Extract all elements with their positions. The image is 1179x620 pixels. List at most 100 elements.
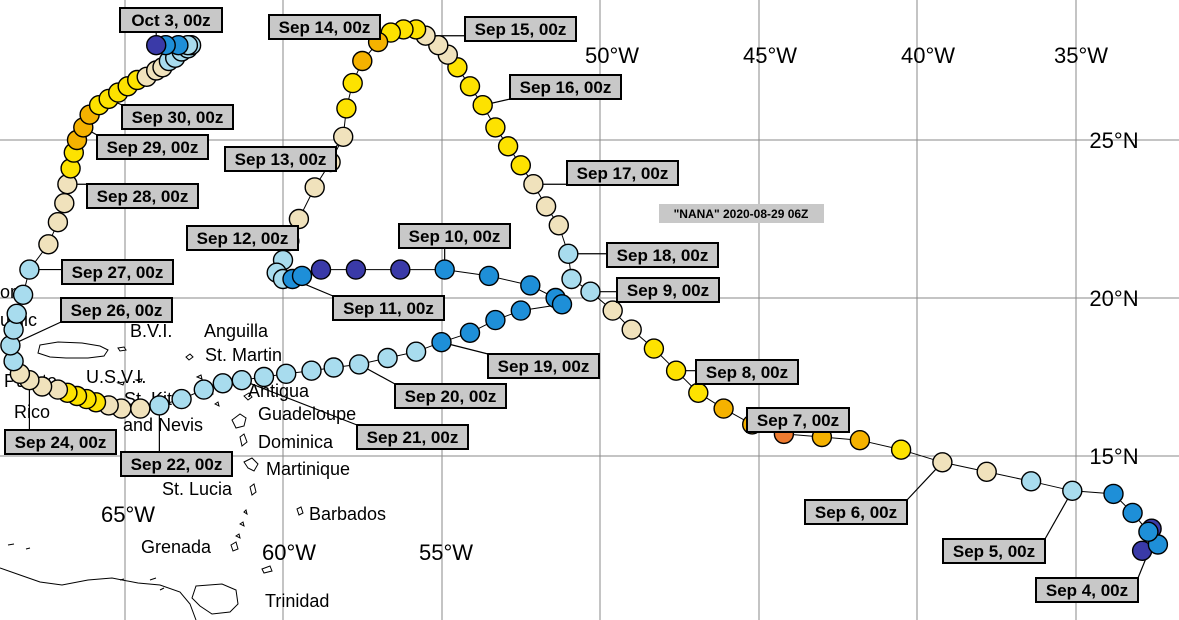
- tobago-coast: [261, 565, 273, 574]
- date-label-text: Sep 28, 00z: [97, 187, 189, 206]
- lon-label-40w: 40°W: [901, 43, 955, 68]
- track-point: [310, 259, 332, 280]
- track-point: [1020, 471, 1042, 492]
- track-point: [558, 243, 579, 265]
- lat-label-25n: 25°N: [1089, 128, 1138, 153]
- lon-label-55w: 55°W: [419, 540, 473, 565]
- track-point: [6, 303, 27, 324]
- date-label-text: Sep 11, 00z: [343, 299, 434, 318]
- antigua-coast: [243, 392, 253, 401]
- track-point: [336, 98, 357, 119]
- track-point: [932, 452, 953, 473]
- date-label-box: [121, 104, 234, 130]
- track-point: [145, 35, 167, 56]
- date-label-box: [804, 499, 908, 525]
- place-grenada: Grenada: [141, 537, 212, 557]
- track-point: [345, 259, 367, 280]
- date-label-box: [186, 225, 299, 251]
- place-dominica: Dominica: [258, 432, 334, 452]
- date-label-text: Sep 9, 00z: [627, 281, 709, 300]
- caribbean-islets: [7, 543, 165, 591]
- place-rico: Rico: [14, 402, 50, 422]
- track-point: [231, 370, 253, 391]
- track-point: [405, 341, 427, 362]
- lat-label-20n: 20°N: [1089, 286, 1138, 311]
- track-point: [342, 72, 363, 94]
- date-label-box: [60, 297, 173, 323]
- grenadines-coast: [230, 509, 248, 552]
- lon-label-45w: 45°W: [743, 43, 797, 68]
- lon-label-65w: 65°W: [101, 502, 155, 527]
- date-label-text: Sep 15, 00z: [475, 20, 567, 39]
- lon-label-60w: 60°W: [262, 540, 316, 565]
- martinique-coast: [243, 457, 259, 472]
- track-point: [459, 76, 481, 97]
- date-label-text: Sep 20, 00z: [405, 387, 497, 406]
- track-point: [47, 211, 69, 233]
- place-names: Anguilla St. Martin B.V.I. U.S.V.I. St. …: [0, 282, 386, 611]
- track-point: [193, 379, 215, 400]
- date-label-text: Sep 18, 00z: [617, 246, 709, 265]
- track-point: [580, 281, 601, 302]
- track-point: [390, 259, 411, 280]
- track-point: [890, 439, 912, 460]
- date-label-box: [746, 407, 850, 433]
- place-st-martin: St. Martin: [205, 345, 282, 365]
- track-point: [1103, 483, 1124, 505]
- track-point: [561, 268, 582, 290]
- puerto-rico-coast: [37, 341, 109, 359]
- date-label-text: Sep 21, 00z: [367, 428, 459, 447]
- axis-labels: 65°W 60°W 55°W 50°W 45°W 40°W 35°W 25°N …: [101, 43, 1139, 565]
- date-label-box: [61, 259, 174, 285]
- place-guadeloupe: Guadeloupe: [258, 404, 356, 424]
- date-label-box: [356, 424, 469, 450]
- date-label-box: [332, 295, 445, 321]
- lon-label-35w: 35°W: [1054, 43, 1108, 68]
- date-label-text: Sep 22, 00z: [131, 455, 223, 474]
- storm-track-points: [0, 19, 1169, 561]
- date-label-box: [398, 223, 511, 249]
- track-point: [459, 322, 481, 343]
- track-point: [377, 347, 398, 369]
- place-barbados: Barbados: [309, 504, 386, 524]
- storm-name-text: "NANA" 2020-08-29 06Z: [674, 207, 809, 221]
- date-label-text: Sep 4, 00z: [1046, 581, 1128, 600]
- track-point: [485, 309, 506, 331]
- track-point: [976, 461, 997, 482]
- track-point: [333, 126, 354, 148]
- date-label-box: [394, 383, 507, 409]
- date-label-box: [464, 16, 577, 42]
- track-point: [485, 117, 506, 138]
- track-point: [478, 265, 500, 287]
- track-point: [665, 360, 687, 381]
- track-point: [1138, 521, 1159, 542]
- date-label-text: Sep 27, 00z: [72, 263, 164, 282]
- track-point: [19, 259, 40, 280]
- track-point: [510, 155, 531, 176]
- track-point: [348, 354, 370, 375]
- place-trinidad: Trinidad: [265, 591, 329, 611]
- date-label-text: Sep 8, 00z: [706, 363, 788, 382]
- date-label-box: [86, 183, 199, 209]
- date-label-box: [509, 74, 622, 100]
- date-label-box: [487, 353, 600, 379]
- date-label-text: Oct 3, 00z: [131, 11, 210, 30]
- date-label-box: [4, 429, 117, 455]
- anguilla-stmartin-coast: [185, 353, 203, 380]
- date-label-text: Sep 7, 00z: [757, 411, 839, 430]
- track-point: [323, 357, 344, 378]
- track-point: [352, 50, 373, 72]
- track-point: [548, 215, 569, 236]
- track-point: [431, 332, 452, 353]
- trinidad-coast: [191, 583, 239, 615]
- track-point: [551, 294, 573, 315]
- venezuela-coast: [0, 567, 197, 620]
- storm-name-box: [659, 204, 824, 223]
- track-point: [291, 265, 313, 287]
- place-usvi: U.S.V.I.: [86, 367, 146, 387]
- lon-label-50w: 50°W: [585, 43, 639, 68]
- track-point: [688, 382, 709, 403]
- date-label-text: Sep 6, 00z: [815, 503, 897, 522]
- place-bvi: B.V.I.: [130, 321, 172, 341]
